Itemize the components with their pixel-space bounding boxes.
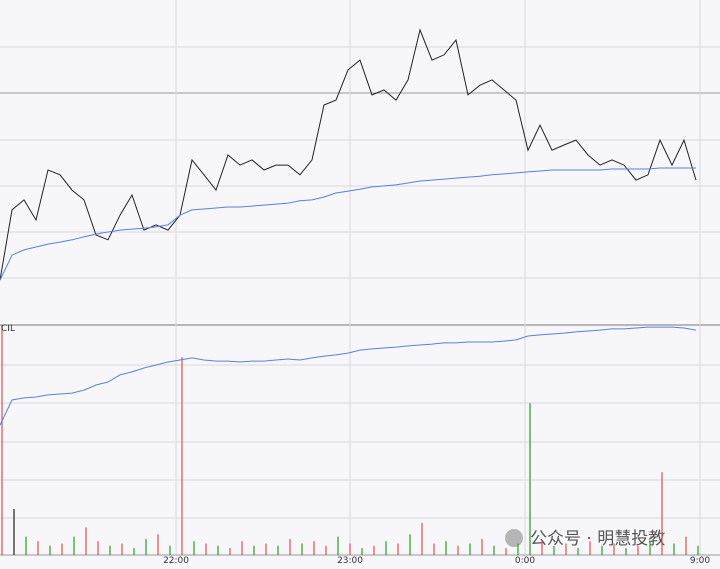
x-tick-label: 23:00 [337, 556, 363, 566]
line [0, 28, 697, 281]
watermark: 公众号 · 明慧投教 [530, 529, 665, 549]
x-tick-label: 0:00 [515, 556, 535, 566]
watermark-icon [505, 529, 523, 547]
line [0, 167, 696, 281]
line [0, 326, 697, 426]
x-tick-label: 22:00 [163, 556, 189, 566]
panel-label: CIL [1, 324, 15, 334]
grid [0, 46, 720, 519]
x-tick-label: 9:00 [690, 556, 710, 566]
